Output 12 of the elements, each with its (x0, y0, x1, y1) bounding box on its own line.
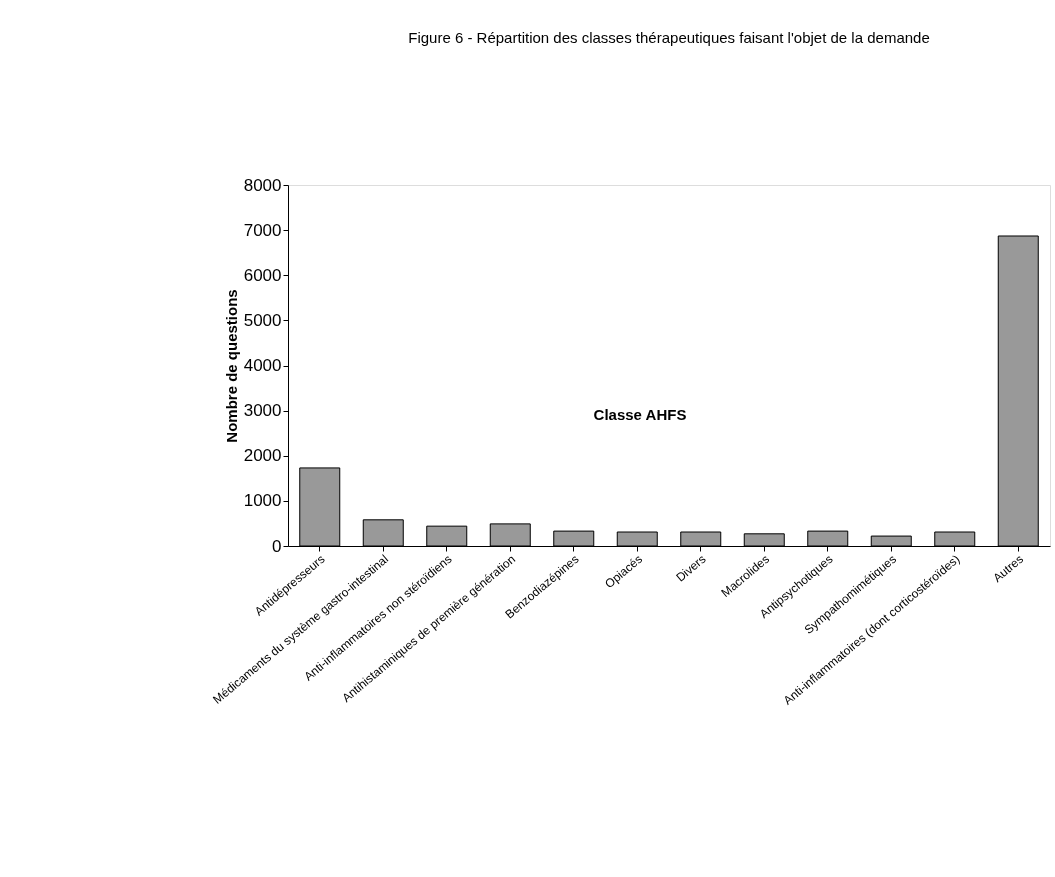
y-tick-label: 5000 (243, 310, 282, 330)
y-tick-label: 6000 (243, 265, 282, 285)
y-tick-label: 0 (272, 536, 282, 556)
y-tick-label: 1000 (243, 491, 282, 511)
y-tick-label: 8000 (243, 175, 282, 195)
y-axis-title: Nombre de questions (222, 289, 240, 443)
y-tick-label: 3000 (243, 401, 282, 421)
y-tick-label: 7000 (243, 220, 282, 240)
y-tick-label: 2000 (243, 446, 282, 466)
chart-title: Figure 6 - Répartition des classes thérapeutiques faisant l'objet de la demande (408, 29, 930, 46)
y-tick-label: 4000 (243, 356, 282, 375)
x-axis-title: Classe AHFS (593, 406, 687, 423)
